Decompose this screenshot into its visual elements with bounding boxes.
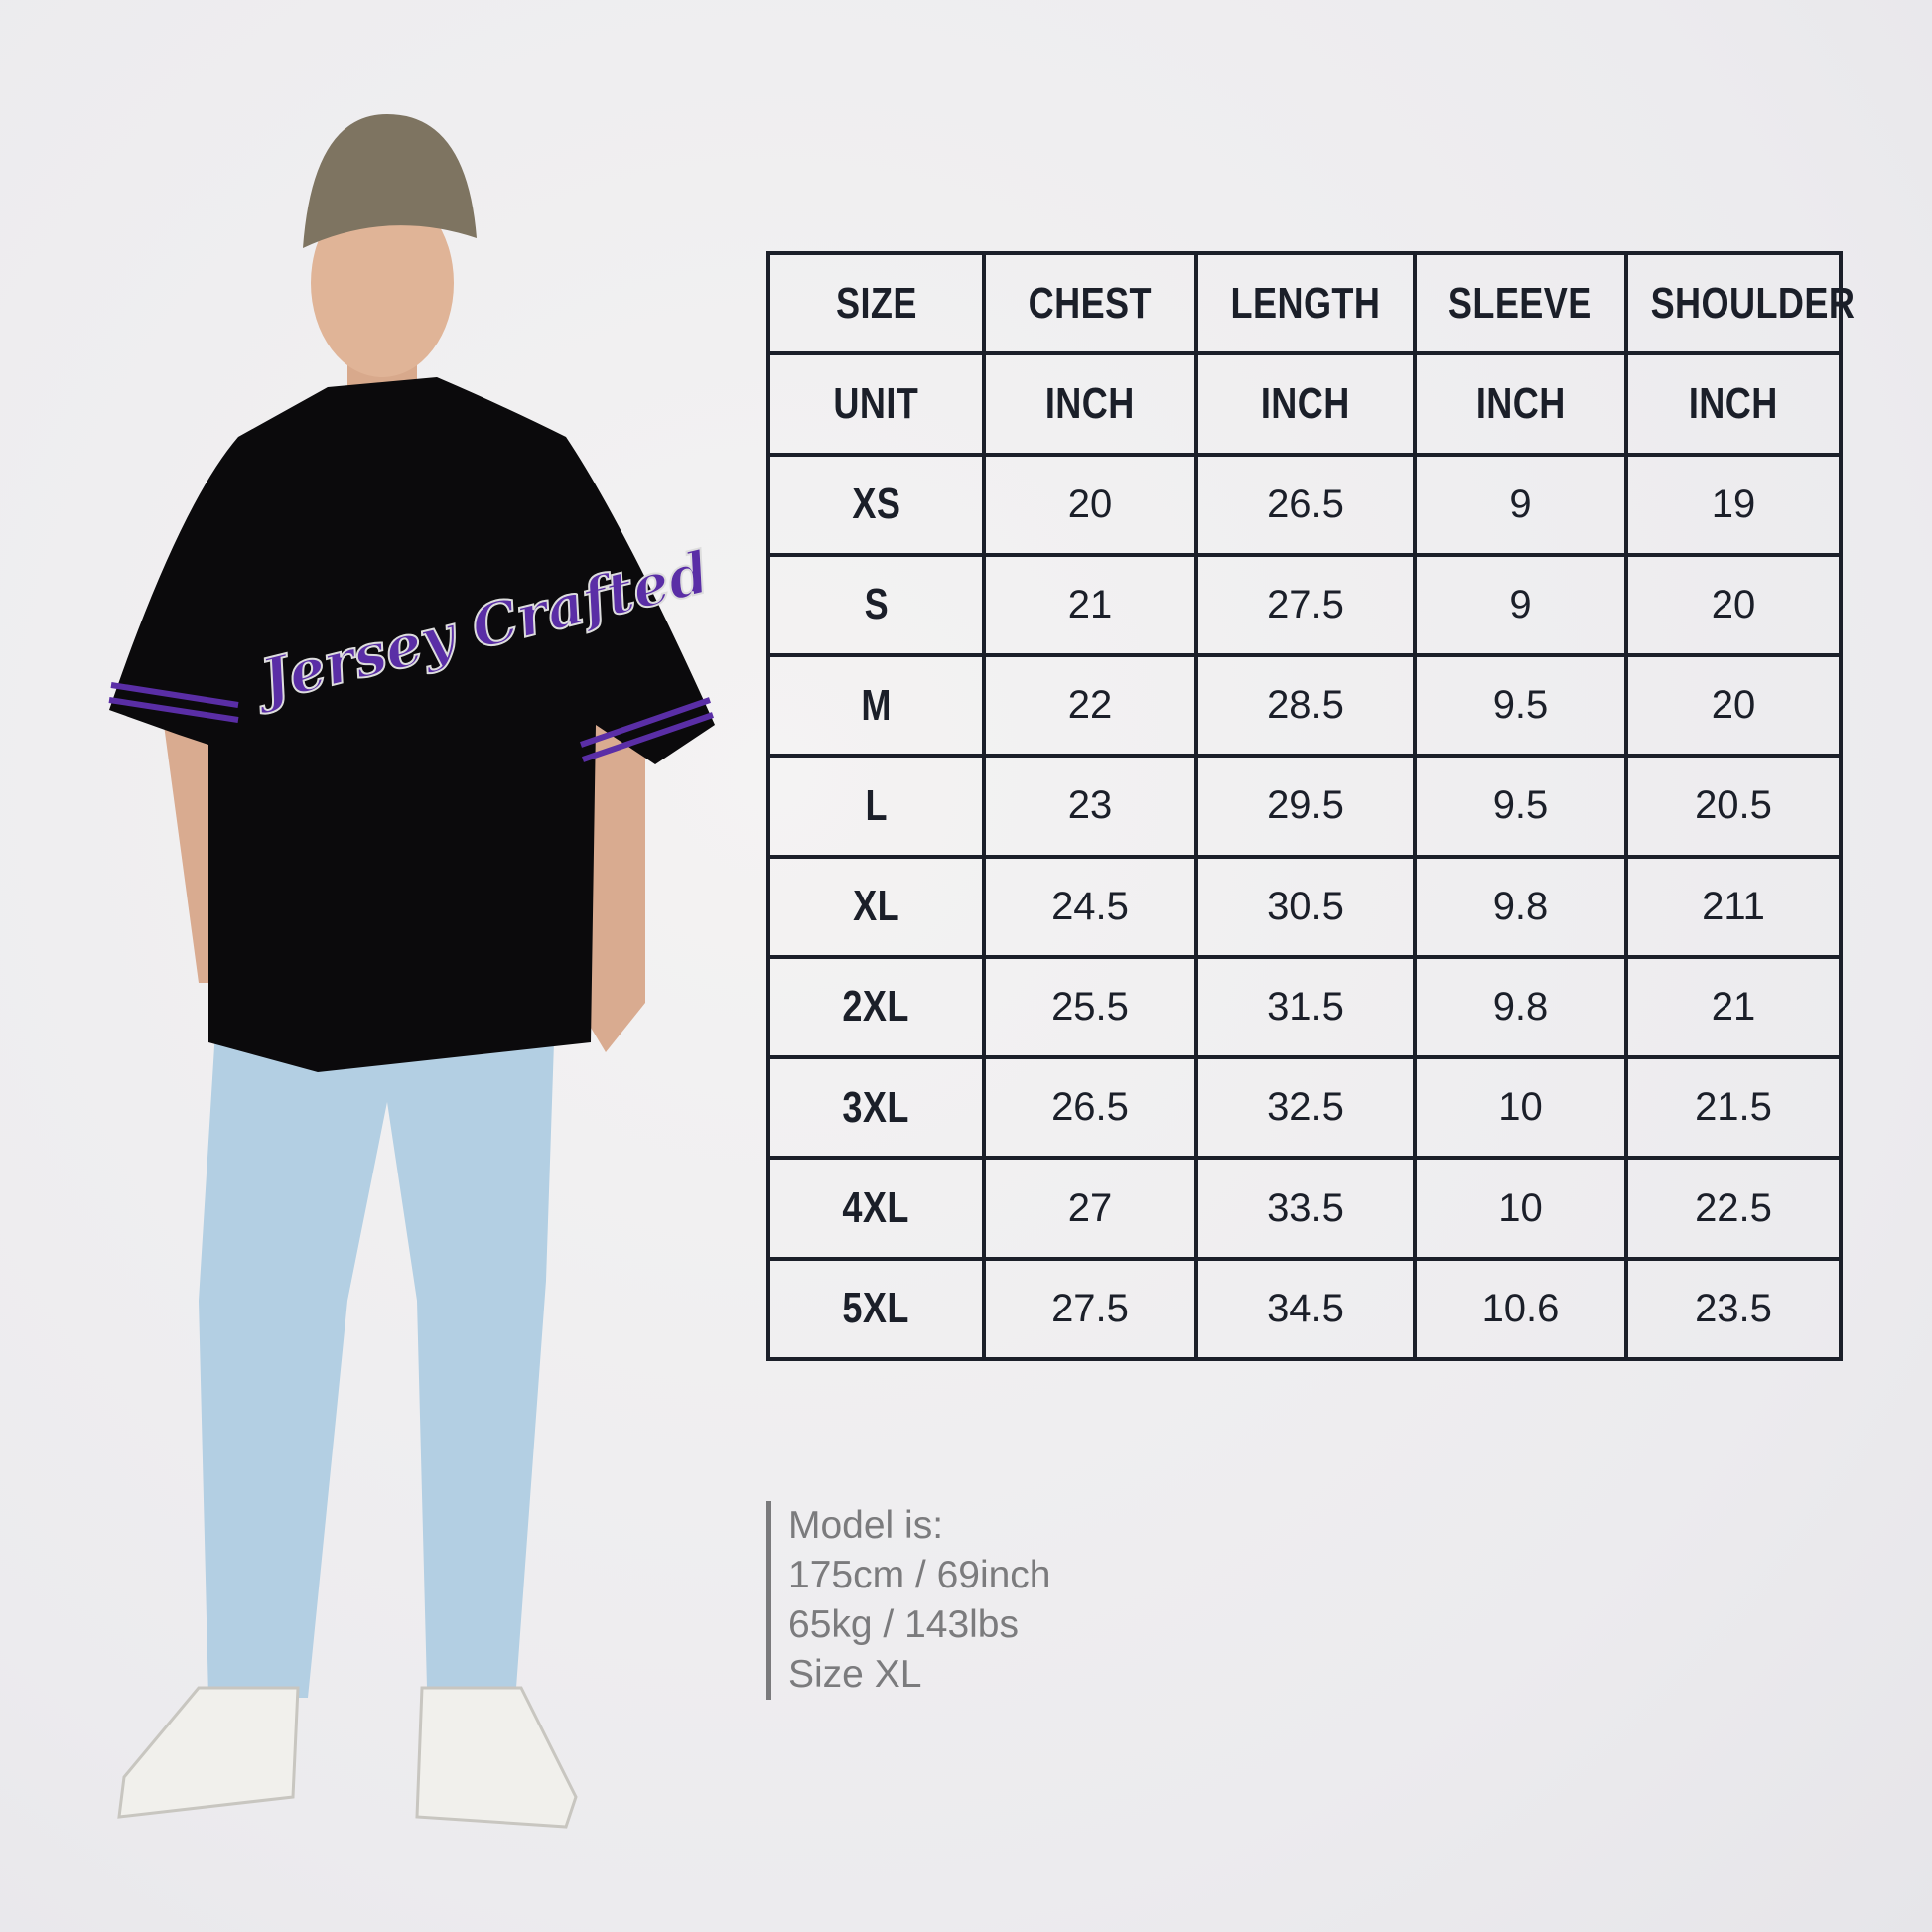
header-length: LENGTH [1194,250,1417,356]
left-shoe [117,1686,300,1819]
sleeve-value: 9.5 [1413,754,1628,859]
size-label: XL [766,854,986,959]
shoulder-value: 21.5 [1624,1055,1843,1161]
sleeve-value: 10 [1413,1055,1628,1161]
header-size: SIZE [766,250,986,356]
unit-chest: INCH [982,351,1198,457]
header-shoulder: SHOULDER [1624,250,1855,356]
size-label: 3XL [766,1055,986,1161]
model-photo: Jersey Crafted [108,114,717,1829]
header-sleeve: SLEEVE [1413,250,1628,356]
chest-value: 22 [982,653,1198,759]
unit-sleeve: INCH [1413,351,1628,457]
chest-value: 20 [982,452,1198,557]
cap [303,114,477,248]
model-info: Model is: 175cm / 69inch 65kg / 143lbs S… [766,1501,1051,1700]
header-row: SIZE CHEST LENGTH SLEEVE SHOULDER [766,250,1855,356]
chest-value: 27 [982,1156,1198,1261]
size-label: XS [766,452,986,557]
unit-label: UNIT [766,351,986,457]
unit-row: UNIT INCH INCH INCH INCH [766,351,1843,457]
head [311,189,454,377]
table-row: 2XL 25.5 31.5 9.8 21 [766,954,1843,1060]
shoulder-value: 20 [1624,552,1843,658]
header-chest: CHEST [982,250,1198,356]
sleeve-value: 9 [1413,452,1628,557]
size-label: 2XL [766,954,986,1060]
length-value: 30.5 [1194,854,1417,959]
table-row: XL 24.5 30.5 9.8 211 [766,854,1843,959]
size-label: L [766,754,986,859]
table-row: M 22 28.5 9.5 20 [766,653,1843,759]
chest-value: 23 [982,754,1198,859]
size-label: 5XL [766,1256,986,1362]
unit-length: INCH [1194,351,1417,457]
sleeve-value: 10.6 [1413,1256,1628,1362]
sleeve-value: 9.8 [1413,854,1628,959]
length-value: 31.5 [1194,954,1417,1060]
chest-value: 27.5 [982,1256,1198,1362]
jeans [199,983,556,1698]
table-row: L 23 29.5 9.5 20.5 [766,754,1843,859]
model-info-line: 65kg / 143lbs [788,1603,1020,1646]
table-row: XS 20 26.5 9 19 [766,452,1843,557]
length-value: 34.5 [1194,1256,1417,1362]
shoulder-value: 20 [1624,653,1843,759]
right-shoe [415,1686,578,1829]
size-label: S [766,552,986,658]
sleeve-value: 10 [1413,1156,1628,1261]
sleeve-value: 9.5 [1413,653,1628,759]
chest-value: 25.5 [982,954,1198,1060]
unit-shoulder: INCH [1624,351,1843,457]
chest-value: 21 [982,552,1198,658]
sleeve-stripe-left [108,682,239,723]
shoulder-value: 23.5 [1624,1256,1843,1362]
shoulder-value: 211 [1624,854,1843,959]
shoulder-value: 22.5 [1624,1156,1843,1261]
length-value: 33.5 [1194,1156,1417,1261]
model-info-line: Model is: [788,1504,944,1547]
length-value: 29.5 [1194,754,1417,859]
table-row: 3XL 26.5 32.5 10 21.5 [766,1055,1843,1161]
table-row: S 21 27.5 9 20 [766,552,1843,658]
size-label: M [766,653,986,759]
jersey [109,377,715,1072]
model-info-line: Size XL [788,1653,922,1696]
length-value: 27.5 [1194,552,1417,658]
size-label: 4XL [766,1156,986,1261]
length-value: 28.5 [1194,653,1417,759]
sleeve-value: 9 [1413,552,1628,658]
length-value: 32.5 [1194,1055,1417,1161]
table-row: 4XL 27 33.5 10 22.5 [766,1156,1843,1261]
chest-value: 26.5 [982,1055,1198,1161]
shoulder-value: 21 [1624,954,1843,1060]
size-chart-table: SIZE CHEST LENGTH SLEEVE SHOULDER UNIT I… [766,250,1855,1362]
sleeve-stripe-right [580,697,714,762]
table-row: 5XL 27.5 34.5 10.6 23.5 [766,1256,1843,1362]
sleeve-value: 9.8 [1413,954,1628,1060]
shoulder-value: 19 [1624,452,1843,557]
shoulder-value: 20.5 [1624,754,1843,859]
model-info-line: 175cm / 69inch [788,1554,1051,1596]
chest-value: 24.5 [982,854,1198,959]
length-value: 26.5 [1194,452,1417,557]
